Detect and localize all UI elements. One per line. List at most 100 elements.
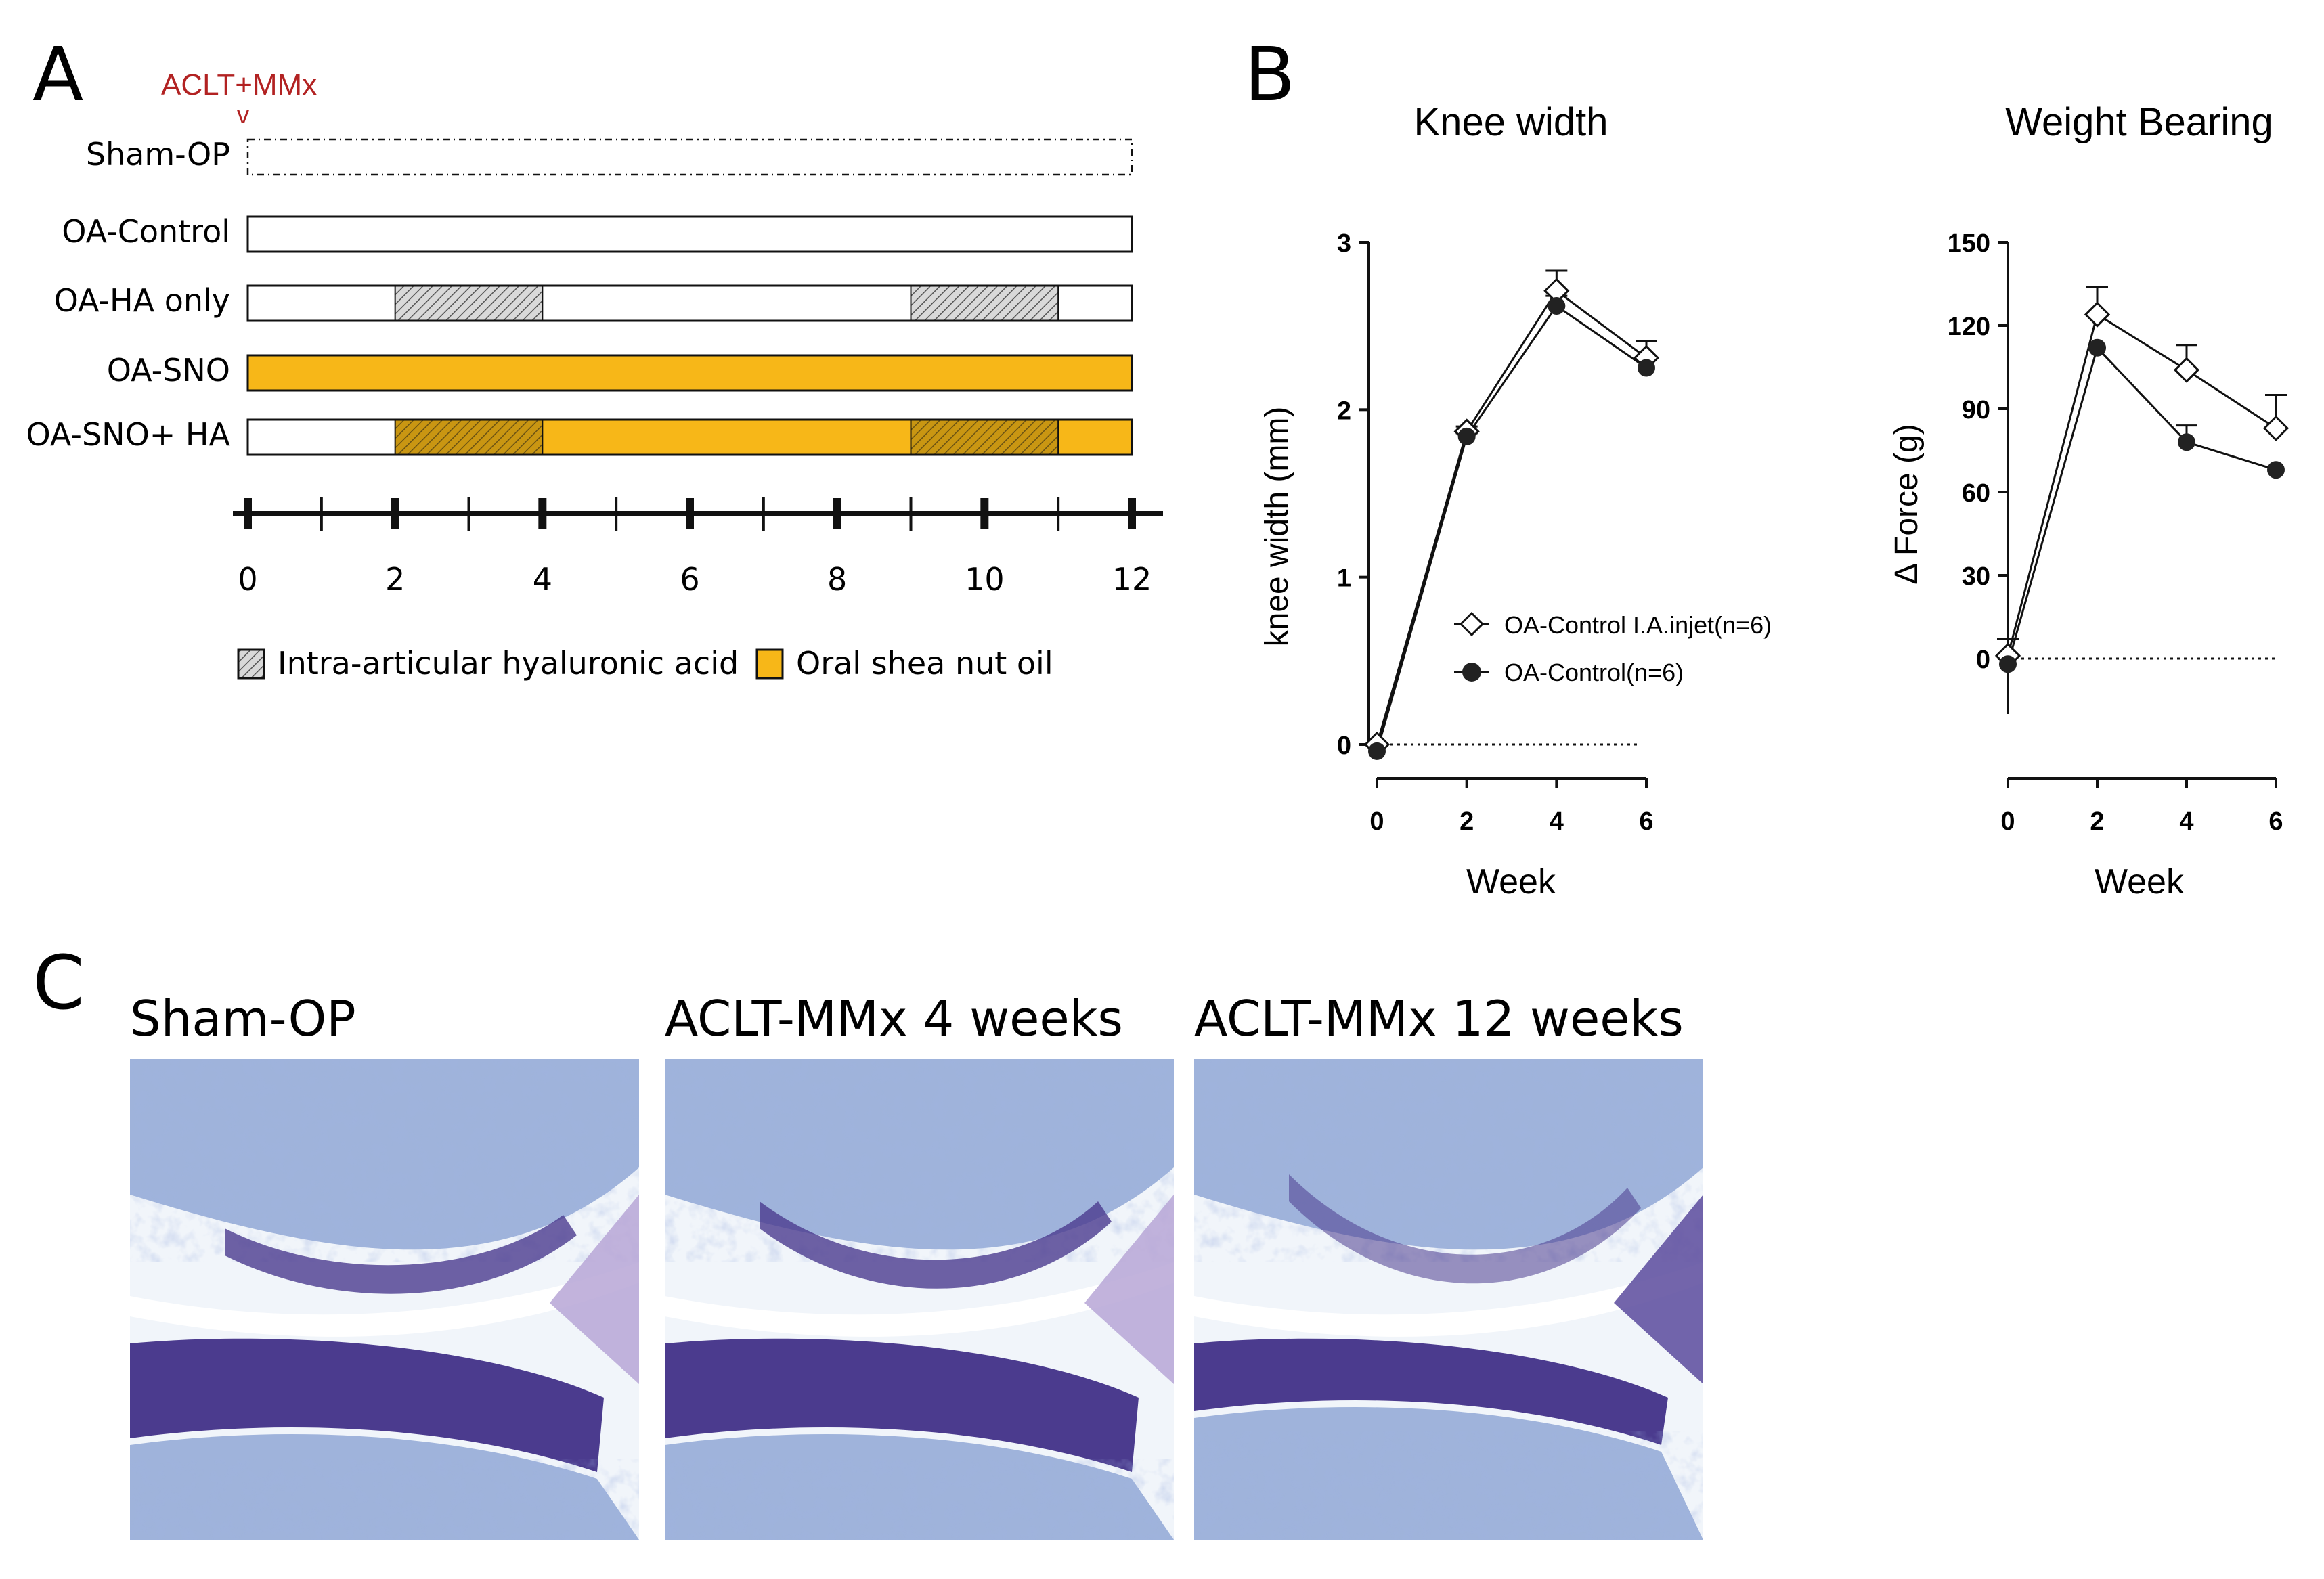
data-point-circle <box>2088 338 2106 357</box>
data-point-circle <box>1638 359 1655 377</box>
series-line <box>2007 313 2277 657</box>
x-tick-label: 6 <box>2268 807 2283 836</box>
weight-bearing-title: Weight Bearing <box>2005 100 2273 144</box>
data-point-circle <box>1368 742 1386 760</box>
group-timeline-bar <box>246 138 1133 176</box>
histology-image <box>1194 1059 1703 1540</box>
weight-bearing-xlabel: Week <box>2095 862 2185 902</box>
timeline-legend: Intra-articular hyaluronic acid Oral she… <box>237 645 1053 682</box>
joint-space <box>1194 1262 1703 1337</box>
tibial-cartilage <box>1194 1338 1668 1445</box>
timeline-tick-label: 10 <box>965 561 1005 598</box>
data-point-diamond <box>2262 415 2289 441</box>
ha-injection-bar <box>910 285 1059 321</box>
group-timeline-bar <box>246 284 1133 322</box>
meniscus <box>1614 1195 1703 1384</box>
x-tick-label: 0 <box>2000 807 2015 836</box>
timeline-tick-label: 2 <box>385 561 405 598</box>
ha-injection-bar <box>394 419 544 455</box>
group-label: OA-SNO+ HA <box>26 416 231 453</box>
y-tick-label: 120 <box>1948 313 1990 341</box>
histology-label: Sham-OP <box>130 990 356 1047</box>
y-tick-label: 0 <box>1337 732 1351 760</box>
timeline-tick-label: 0 <box>238 561 257 598</box>
knee-width-chart: Knee width knee width (mm) Week 0 1 2 3 0 2 4 6… <box>1259 100 1772 902</box>
tibia-texture <box>665 1459 1174 1540</box>
data-point-circle <box>1548 296 1566 315</box>
panel-label-a: A <box>32 31 83 118</box>
meniscus <box>550 1195 639 1384</box>
surgery-marker-arrow: v <box>237 101 249 129</box>
timeline-tick-label: 8 <box>827 561 847 598</box>
y-tick-label: 30 <box>1962 562 1990 591</box>
histology-image <box>665 1059 1174 1540</box>
knee-width-legend: OA-Control I.A.injet(n=6) OA-Control(n=6… <box>1454 611 1772 686</box>
histology-label: ACLT-MMx 4 weeks <box>665 990 1123 1047</box>
legend-circle-marker <box>1462 663 1481 682</box>
panel-label-c: C <box>32 939 85 1026</box>
timeline-tick-label: 12 <box>1112 561 1152 598</box>
histology-label: ACLT-MMx 12 weeks <box>1194 990 1684 1047</box>
x-tick-label: 4 <box>1550 807 1564 836</box>
timeline-panel: ACLT+MMx v Sham-OP OA-Control OA-HA only OA… <box>26 68 1163 682</box>
group-timeline-bar <box>246 354 1133 392</box>
joint-space <box>665 1262 1174 1337</box>
y-tick-label: 0 <box>1976 646 1990 674</box>
group-timeline-bar <box>246 215 1133 253</box>
meniscus <box>1084 1195 1174 1384</box>
group-timeline-bar <box>246 418 1133 456</box>
legend-diamond-label: OA-Control I.A.injet(n=6) <box>1504 611 1772 639</box>
timeline-tick-label: 4 <box>533 561 552 598</box>
series-line <box>2007 345 2277 665</box>
group-label: OA-Control <box>62 213 230 250</box>
data-point-circle <box>2178 433 2195 451</box>
legend-diamond-marker <box>1459 611 1485 637</box>
femoral-cartilage <box>225 1215 577 1294</box>
y-tick-label: 60 <box>1962 479 1990 508</box>
y-tick-label: 150 <box>1948 229 1990 258</box>
knee-width-ylabel: knee width (mm) <box>1259 407 1295 647</box>
group-label: OA-HA only <box>54 282 230 319</box>
histology-panel: Sham-OP ACLT-MMx 4 weeks ACLT-MMx 12 weeks <box>130 990 1703 1540</box>
y-tick-label: 2 <box>1337 397 1351 425</box>
y-tick-label: 1 <box>1337 564 1351 593</box>
femur-texture <box>1194 1059 1703 1262</box>
group-label: OA-SNO <box>107 352 230 388</box>
group-label: Sham-OP <box>86 136 230 173</box>
tibial-cartilage <box>665 1338 1139 1472</box>
data-point-circle <box>1999 655 2017 673</box>
series-line <box>1376 289 1647 745</box>
tibia-texture <box>1194 1431 1703 1540</box>
weight-bearing-ylabel: Δ Force (g) <box>1889 424 1925 584</box>
weight-bearing-chart: Weight Bearing Δ Force (g) Week 03060901… <box>1889 100 2289 902</box>
legend-hatch-label: Intra-articular hyaluronic acid <box>278 645 739 682</box>
sno-bar <box>248 355 1132 391</box>
joint-space <box>130 1262 639 1337</box>
ha-injection-bar <box>910 419 1059 455</box>
panel-label-b: B <box>1244 31 1295 118</box>
timeline-tick-label: 6 <box>680 561 699 598</box>
data-point-diamond <box>2084 301 2111 328</box>
data-point-diamond <box>2173 357 2200 383</box>
x-tick-label: 2 <box>1460 807 1474 836</box>
histology-image <box>130 1059 639 1540</box>
data-point-circle <box>1457 427 1476 445</box>
series-line <box>1376 304 1647 752</box>
femoral-cartilage <box>1289 1174 1641 1284</box>
y-tick-label: 3 <box>1337 229 1351 258</box>
tibial-cartilage <box>130 1338 604 1472</box>
y-tick-label: 90 <box>1962 396 1990 424</box>
femoral-cartilage <box>760 1201 1112 1289</box>
ha-injection-bar <box>394 285 544 321</box>
knee-width-title: Knee width <box>1414 100 1608 144</box>
legend-sno-swatch <box>755 648 784 680</box>
x-tick-label: 0 <box>1369 807 1384 836</box>
legend-circle-label: OA-Control(n=6) <box>1504 659 1684 686</box>
x-tick-label: 6 <box>1639 807 1653 836</box>
data-point-circle <box>2267 461 2285 479</box>
surgery-marker-label: ACLT+MMx <box>161 68 317 102</box>
tibia-texture <box>130 1459 639 1540</box>
x-tick-label: 4 <box>2179 807 2193 836</box>
x-tick-label: 2 <box>2090 807 2104 836</box>
